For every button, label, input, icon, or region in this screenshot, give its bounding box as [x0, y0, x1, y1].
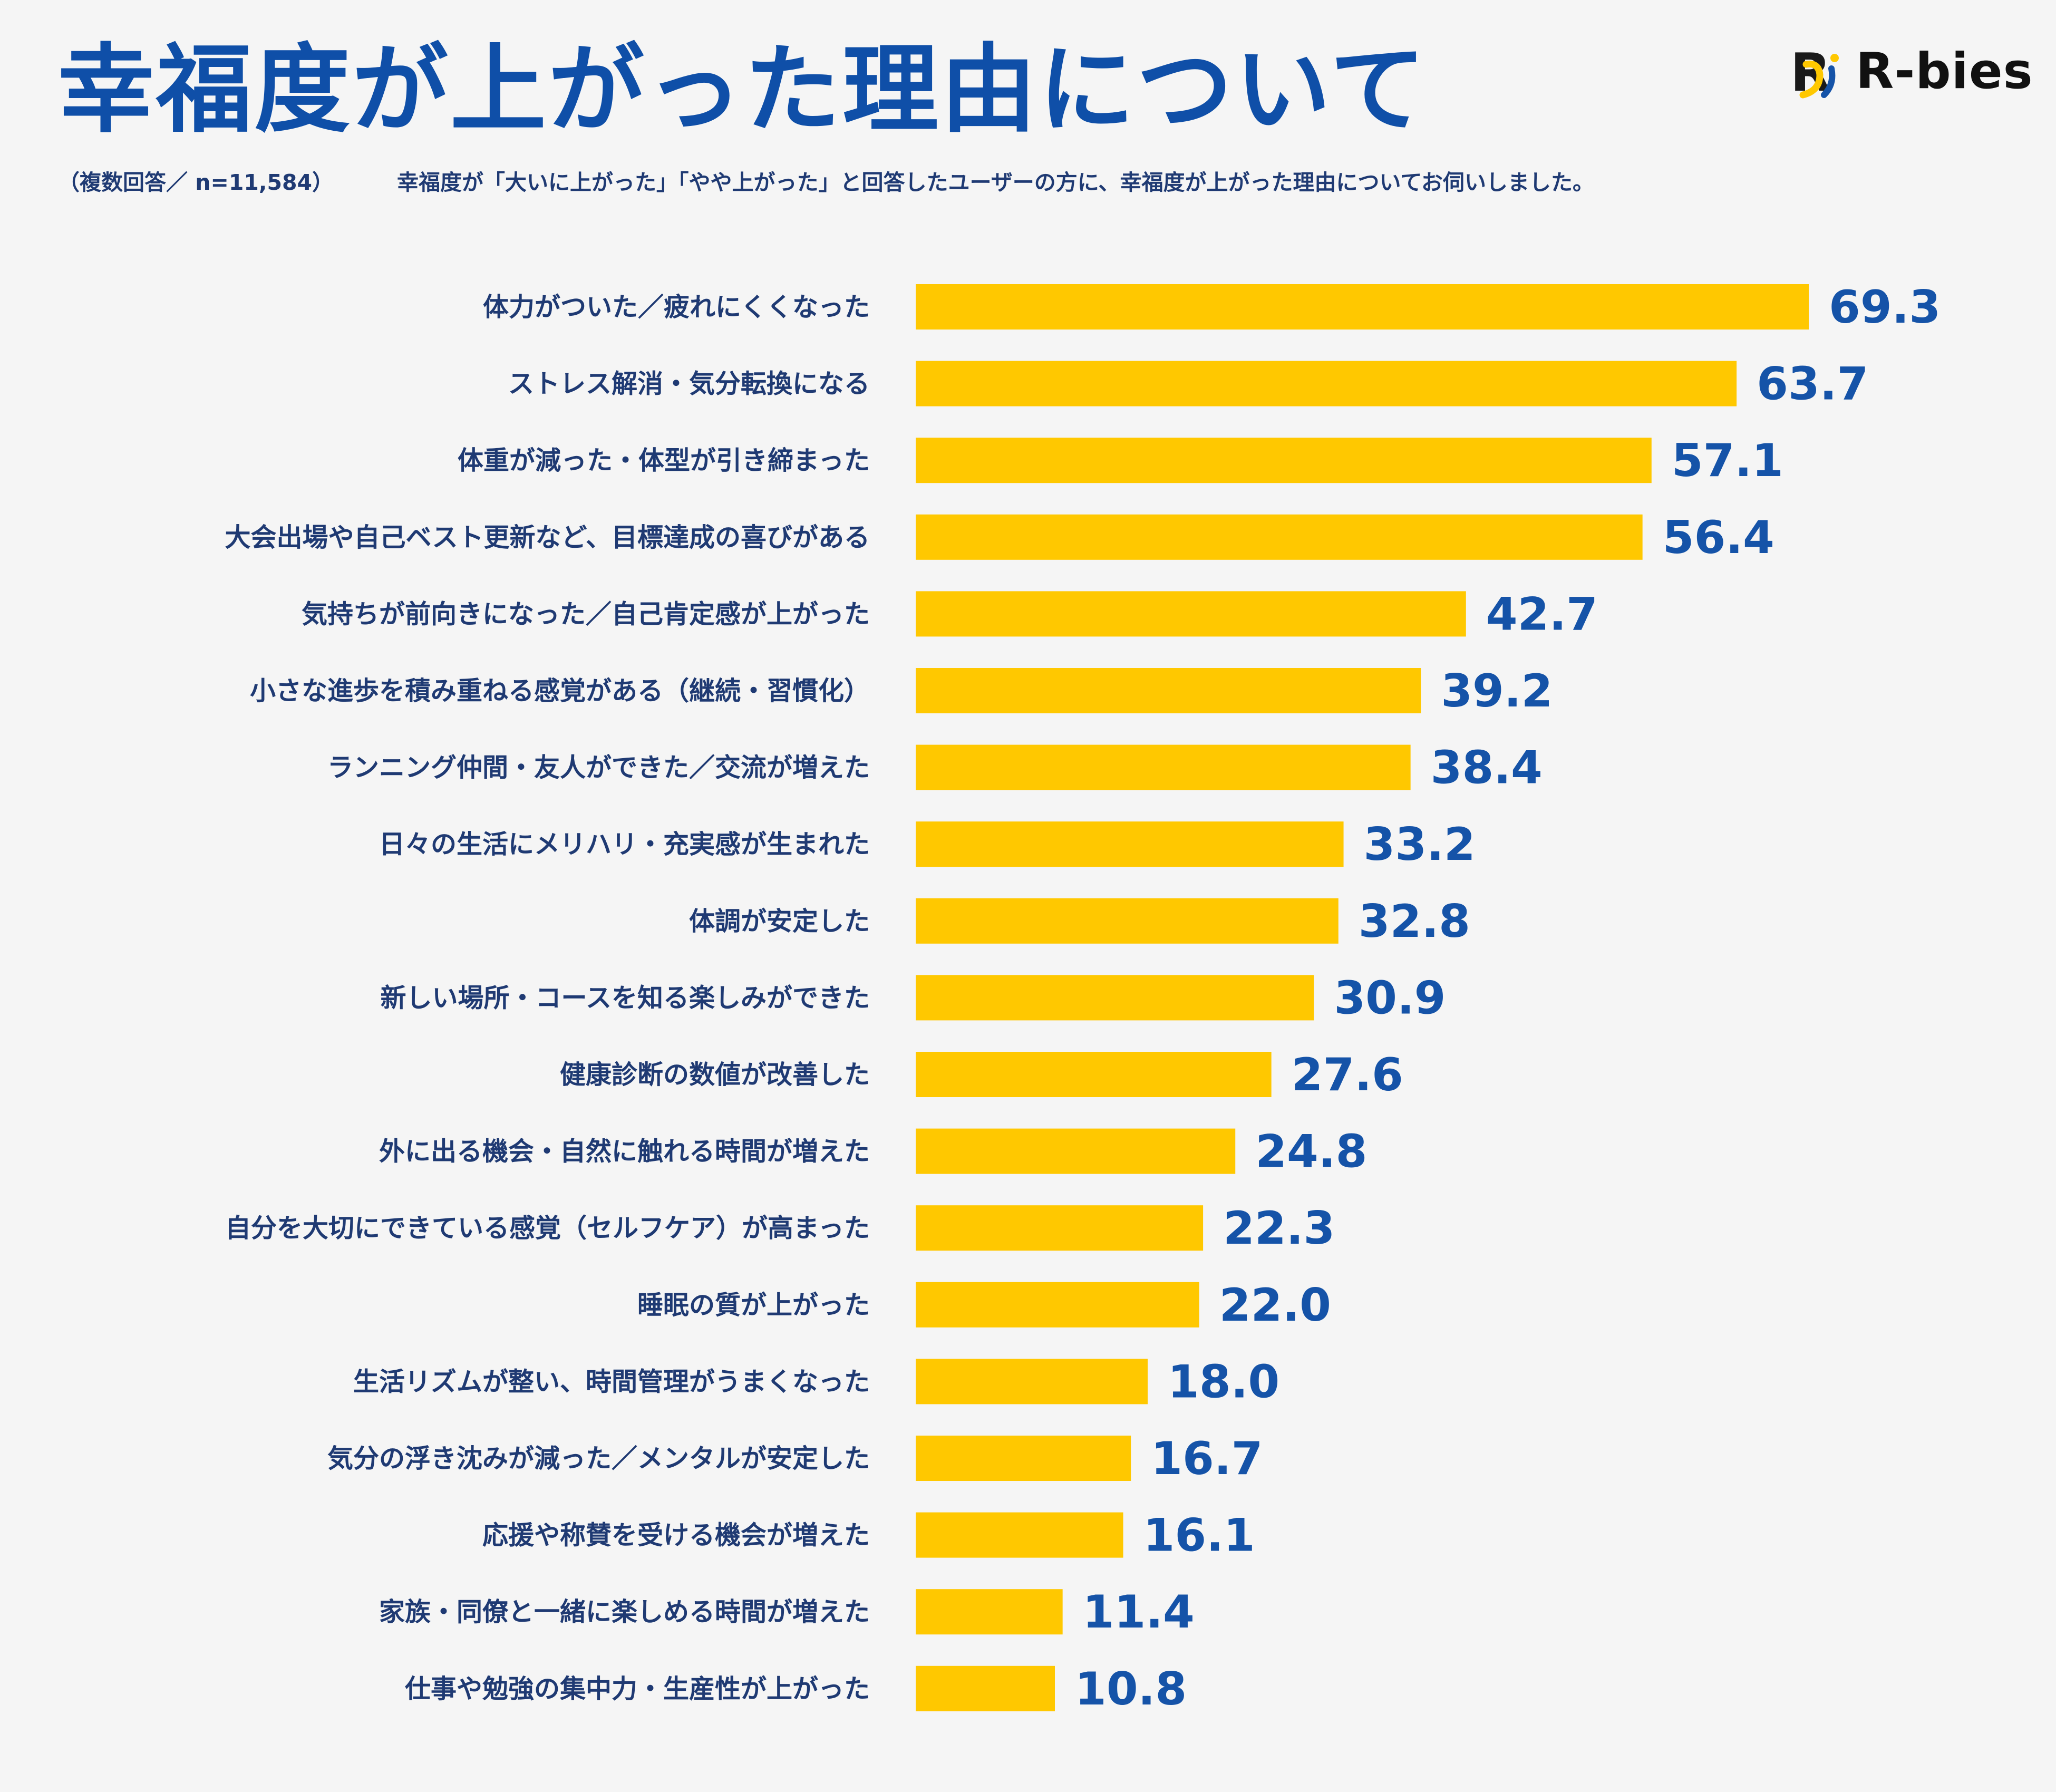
- category-label: 体調が安定した: [689, 906, 870, 936]
- category-label: 自分を大切にできている感覚（セルフケア）が高まった: [225, 1213, 870, 1243]
- value-label: 32.8: [1359, 895, 1470, 948]
- category-label: 応援や称賛を受ける機会が増えた: [482, 1520, 870, 1551]
- category-label: 外に出る機会・自然に触れる時間が増えた: [379, 1137, 870, 1167]
- bar: [916, 1282, 1199, 1328]
- value-label: 42.7: [1486, 588, 1598, 641]
- category-label: 家族・同僚と一緒に楽しめる時間が増えた: [379, 1597, 870, 1627]
- value-label: 18.0: [1168, 1355, 1279, 1408]
- category-label: 小さな進歩を積み重ねる感覚がある（継続・習慣化）: [250, 676, 870, 706]
- bar: [916, 438, 1652, 483]
- category-label: ストレス解消・気分転換になる: [508, 369, 870, 399]
- page-title: 幸福度が上がった理由について: [58, 34, 1428, 146]
- category-label: 新しい場所・コースを知る楽しみができた: [380, 983, 870, 1013]
- value-label: 57.1: [1672, 434, 1783, 487]
- value-label: 30.9: [1334, 972, 1446, 1024]
- value-label: 16.1: [1143, 1509, 1255, 1562]
- bar: [916, 1436, 1131, 1481]
- value-label: 22.0: [1219, 1279, 1331, 1332]
- bar: [916, 1128, 1236, 1174]
- subtitle: （複数回答／ n=11,584） 幸福度が「大いに上がった」「やや上がった」と回答…: [58, 164, 1594, 196]
- r-bies-logo-icon: R: [1790, 42, 1839, 100]
- category-label: 気分の浮き沈みが減った／メンタルが安定した: [327, 1444, 870, 1474]
- category-label: 大会出場や自己ベスト更新など、目標達成の喜びがある: [225, 522, 870, 553]
- bar: [916, 361, 1737, 406]
- bar: [916, 1665, 1055, 1711]
- bar: [916, 744, 1411, 790]
- value-label: 11.4: [1083, 1586, 1195, 1639]
- brand-logo: R R-bies: [1787, 42, 2033, 100]
- bar: [916, 1589, 1063, 1635]
- bar: [916, 284, 1809, 330]
- value-label: 56.4: [1663, 511, 1774, 564]
- value-label: 24.8: [1255, 1126, 1367, 1178]
- bar: [916, 1205, 1204, 1251]
- sample-note: （複数回答／ n=11,584）: [58, 170, 334, 195]
- value-label: 38.4: [1431, 742, 1543, 795]
- value-label: 69.3: [1829, 281, 1941, 334]
- value-label: 16.7: [1151, 1432, 1263, 1485]
- category-label: 仕事や勉強の集中力・生産性が上がった: [405, 1674, 870, 1704]
- logo-text: R-bies: [1856, 42, 2033, 100]
- category-label: 日々の生活にメリハリ・充実感が生まれた: [379, 829, 870, 859]
- value-label: 10.8: [1075, 1663, 1187, 1716]
- category-label: ランニング仲間・友人ができた／交流が増えた: [327, 753, 870, 783]
- value-label: 22.3: [1223, 1202, 1335, 1255]
- value-label: 27.6: [1292, 1049, 1403, 1101]
- category-label: 気持ちが前向きになった／自己肯定感が上がった: [302, 599, 870, 629]
- value-label: 39.2: [1441, 665, 1553, 718]
- category-label: 生活リズムが整い、時間管理がうまくなった: [353, 1367, 870, 1397]
- category-label: 健康診断の数値が改善した: [560, 1060, 870, 1090]
- bar: [916, 668, 1421, 713]
- bar: [916, 821, 1344, 867]
- bar: [916, 975, 1314, 1021]
- value-label: 33.2: [1364, 818, 1476, 871]
- value-label: 63.7: [1757, 358, 1868, 411]
- category-label: 体力がついた／疲れにくくなった: [483, 292, 870, 322]
- bar: [916, 1512, 1123, 1558]
- category-label: 体重が減った・体型が引き締まった: [458, 445, 870, 476]
- survey-description: 幸福度が「大いに上がった」「やや上がった」と回答したユーザーの方に、幸福度が上が…: [397, 170, 1595, 195]
- bar: [916, 898, 1339, 944]
- category-label: 睡眠の質が上がった: [637, 1290, 870, 1320]
- bar: [916, 514, 1643, 560]
- bar: [916, 1359, 1148, 1404]
- bar: [916, 1052, 1272, 1097]
- bar: [916, 591, 1466, 637]
